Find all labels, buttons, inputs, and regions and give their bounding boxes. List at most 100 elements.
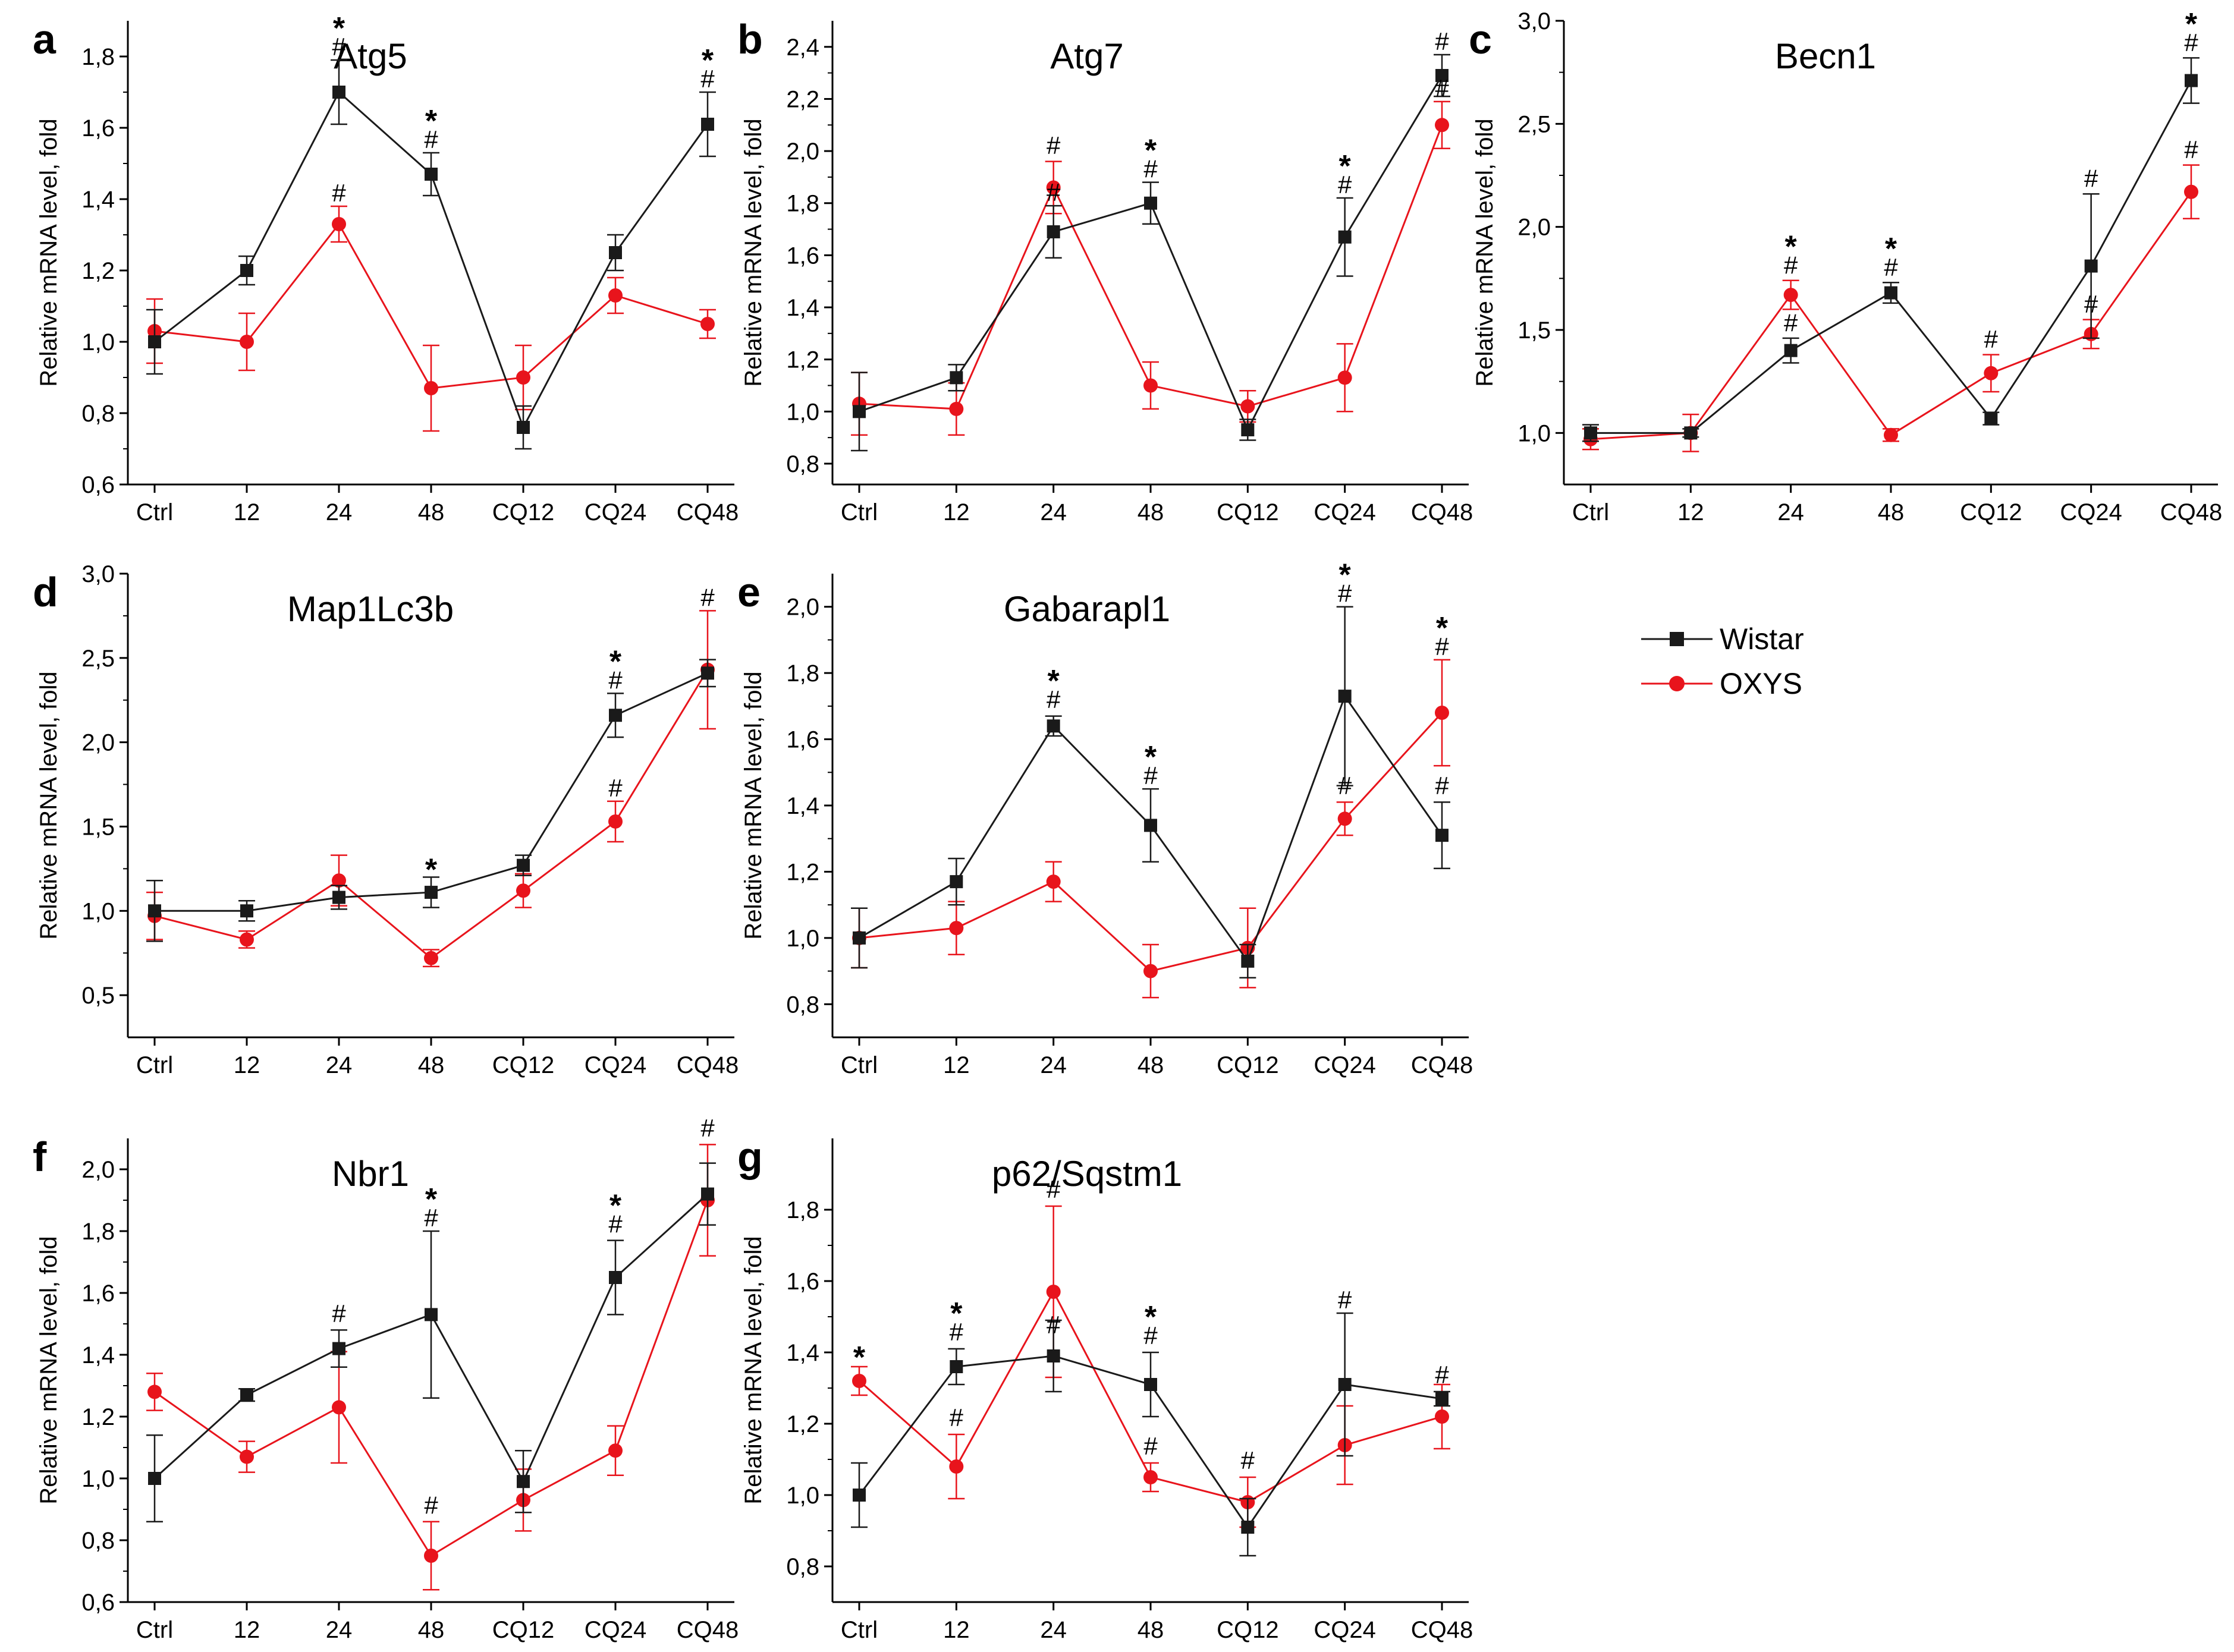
significance-star: *	[853, 1341, 866, 1375]
x-tick-label: CQ24	[2060, 499, 2122, 526]
series-wistar	[146, 1162, 716, 1523]
data-point	[1984, 366, 1999, 380]
significance-star: *	[702, 43, 714, 78]
x-tick-label: 48	[418, 499, 445, 526]
panel-title: Map1Lc3b	[287, 589, 454, 629]
data-point	[332, 1400, 346, 1415]
x-tick-label: 24	[326, 1052, 353, 1078]
data-point	[332, 873, 346, 888]
data-point	[853, 1489, 866, 1502]
significance-star: *	[1436, 611, 1449, 646]
y-axis-title: Relative mRNA level, fold	[740, 1236, 766, 1504]
significance-hash: #	[1435, 74, 1449, 102]
y-tick-label: 1,0	[81, 1466, 115, 1492]
significance-hash: #	[608, 774, 623, 802]
significance-star: *	[1885, 232, 1897, 266]
significance-hash: #	[1984, 325, 1999, 353]
series-wistar	[146, 59, 716, 450]
y-tick-label: 0,8	[786, 1554, 819, 1580]
data-point	[1337, 370, 1352, 385]
data-point	[1143, 964, 1158, 978]
series-wistar	[851, 606, 1450, 978]
y-tick-label: 2,2	[786, 86, 819, 112]
series-oxys	[1582, 164, 2200, 452]
data-point	[1337, 811, 1352, 826]
data-point	[949, 1459, 964, 1474]
panel-e: 0,8 1,0 1,2 1,4 1,6 1,8 2,0 Ctrl 12 24 48 CQ12 CQ24 C…	[737, 558, 1473, 1078]
x-tick-label: CQ12	[1217, 1617, 1279, 1643]
data-point	[1144, 819, 1157, 832]
data-point	[1047, 1349, 1060, 1362]
y-tick-label: 2,4	[786, 34, 819, 61]
significance-hash: #	[1047, 178, 1061, 206]
significance-hash: #	[950, 1404, 964, 1431]
x-tick-label: 48	[1138, 499, 1164, 526]
x-tick-label: Ctrl	[841, 499, 878, 526]
data-point	[1241, 423, 1255, 436]
y-tick-label: 0,8	[81, 1528, 115, 1554]
panel-title: Atg5	[334, 36, 407, 76]
data-point	[1047, 225, 1060, 238]
significance-star: *	[1785, 229, 1798, 264]
significance-star: *	[1145, 740, 1157, 775]
panel-c: 1,0 1,5 2,0 2,5 3,0 Ctrl 12 24 48 CQ12 CQ24 CQ48 Rel…	[1469, 7, 2222, 526]
y-axis-title: Relative mRNA level, fold	[36, 118, 62, 386]
x-tick-label: 12	[1677, 499, 1704, 526]
data-point	[240, 1388, 253, 1402]
significance-hash: #	[1047, 685, 1061, 713]
significance-star: *	[1145, 1300, 1157, 1335]
significance-star: *	[2185, 7, 2198, 42]
data-point	[609, 1271, 622, 1284]
panel-letter: e	[737, 569, 761, 615]
data-point	[1584, 426, 1597, 440]
data-point	[425, 168, 438, 181]
y-tick-label: 1,2	[81, 258, 115, 284]
x-tick-label: CQ48	[1411, 1617, 1473, 1643]
series-wistar	[851, 1312, 1450, 1557]
x-tick-label: CQ12	[1217, 1052, 1279, 1078]
significance-hash: #	[700, 1114, 715, 1142]
significance-hash: #	[1143, 1321, 1158, 1349]
data-point	[1435, 118, 1449, 133]
x-tick-label: CQ12	[492, 1052, 555, 1078]
data-point	[700, 317, 715, 331]
data-point	[240, 1449, 254, 1464]
data-point	[1047, 719, 1060, 733]
panel-g: 0,8 1,0 1,2 1,4 1,6 1,8 Ctrl 12 24 48 CQ12 CQ24 CQ48…	[737, 1134, 1473, 1643]
y-axis-title: Relative mRNA level, fold	[740, 118, 766, 386]
x-tick-label: 24	[326, 499, 353, 526]
significance-star: *	[950, 1297, 963, 1331]
significance-star: *	[1145, 134, 1157, 168]
data-point	[1338, 230, 1352, 244]
x-tick-label: 48	[1138, 1052, 1164, 1078]
x-tick-label: 12	[943, 499, 970, 526]
y-tick-label: 1,0	[1517, 420, 1551, 446]
data-point	[517, 421, 530, 434]
significance-hash: #	[2084, 290, 2098, 318]
data-point	[950, 875, 963, 889]
y-axis-title: Relative mRNA level, fold	[1472, 118, 1498, 386]
x-tick-label: 12	[943, 1617, 970, 1643]
data-point	[1241, 954, 1255, 968]
x-tick-label: CQ12	[492, 1617, 555, 1643]
panel-letter: c	[1469, 16, 1492, 62]
significance-hash: #	[1435, 1361, 1449, 1389]
significance-hash: #	[700, 65, 715, 93]
series-oxys	[146, 205, 716, 432]
y-tick-label: 1,2	[786, 1411, 819, 1437]
series-line	[1590, 191, 2192, 440]
data-point	[1240, 399, 1255, 414]
legend-label: Wistar	[1720, 622, 1804, 656]
significance-hash: #	[700, 583, 715, 611]
x-tick-label: CQ48	[677, 499, 739, 526]
y-tick-label: 1,6	[786, 1269, 819, 1295]
x-tick-label: Ctrl	[136, 499, 173, 526]
significance-star: *	[1048, 664, 1060, 698]
data-point	[1884, 427, 1898, 442]
significance-hash: #	[2184, 29, 2198, 56]
y-tick-label: 1,2	[81, 1404, 115, 1430]
panel-letter: b	[737, 16, 763, 62]
significance-hash: #	[1784, 251, 1798, 279]
data-point	[332, 1342, 345, 1355]
data-point	[425, 886, 438, 899]
